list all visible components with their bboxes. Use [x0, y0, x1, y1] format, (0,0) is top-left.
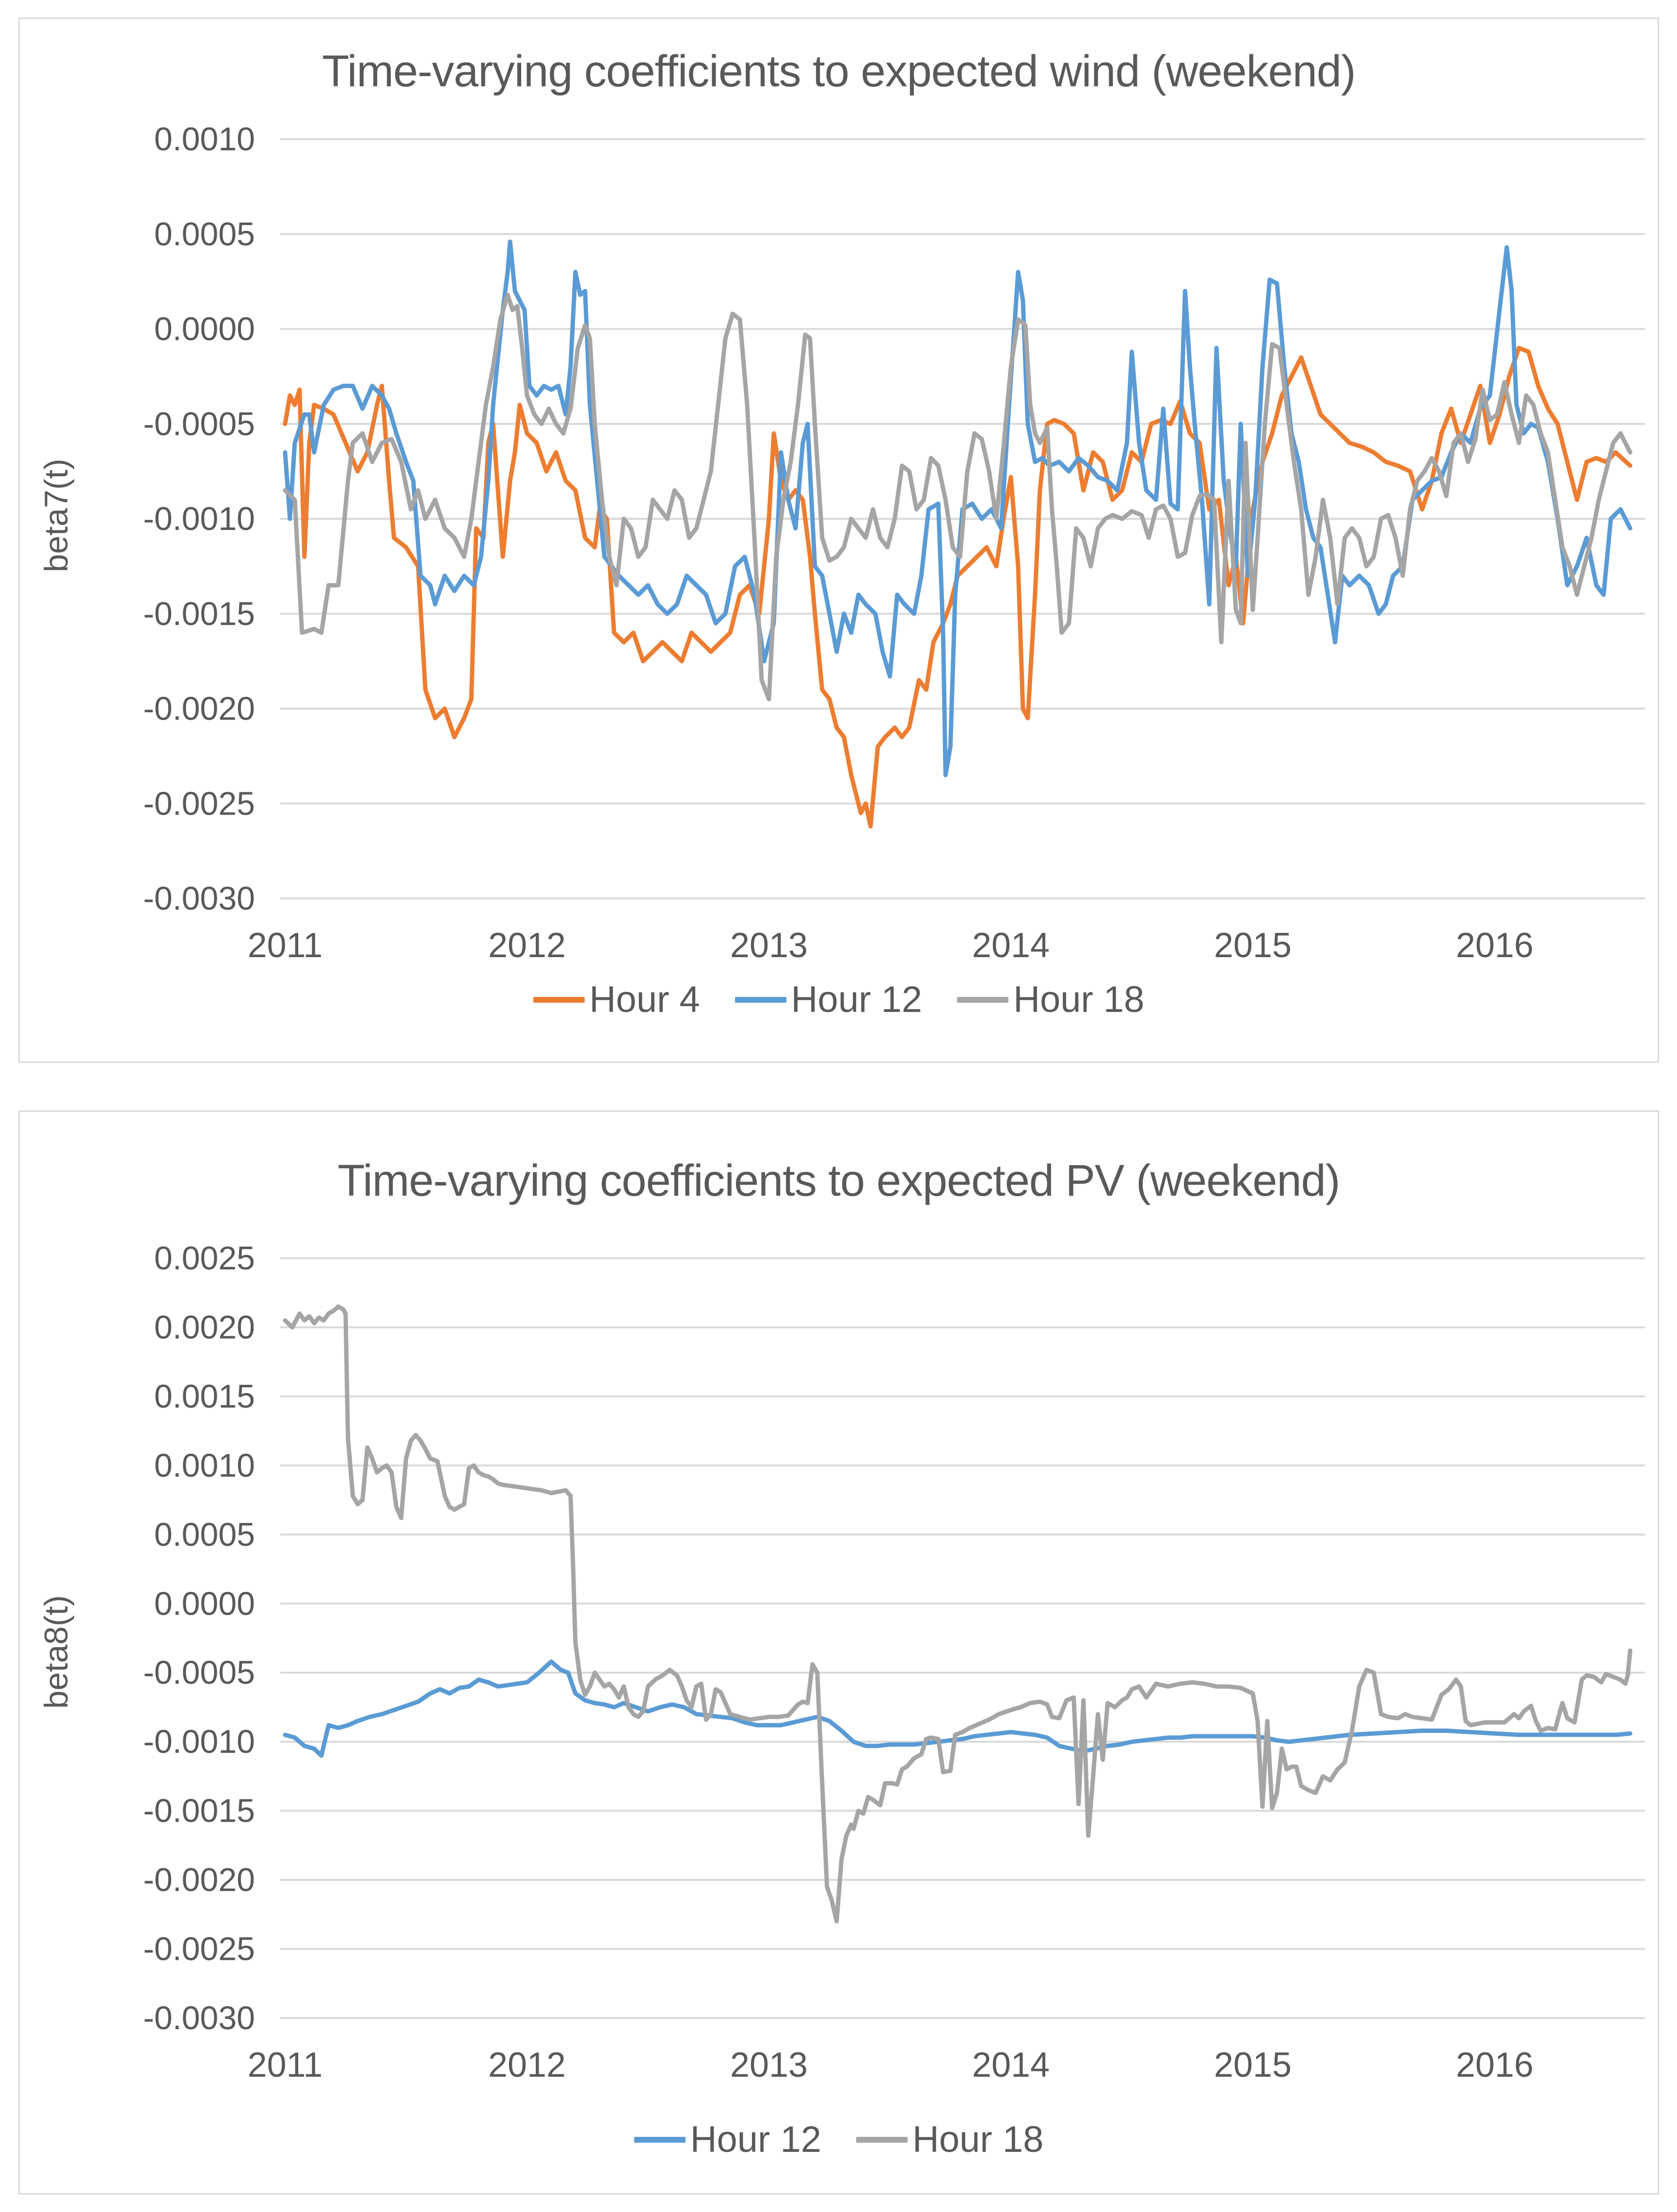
- y-tick-label: 0.0020: [154, 1309, 255, 1346]
- y-tick-label: 0.0000: [154, 1585, 255, 1622]
- y-tick-label: -0.0010: [143, 1723, 255, 1760]
- y-tick-label: -0.0020: [143, 1861, 255, 1898]
- y-tick-label: 0.0010: [154, 1447, 255, 1484]
- wind-chart-panel: Time-varying coefficients to expected wi…: [18, 17, 1659, 1063]
- x-tick-label: 2012: [488, 926, 566, 965]
- y-tick-label: 0.0025: [154, 1240, 255, 1277]
- legend-item-hour-4[interactable]: Hour 4: [533, 981, 700, 1018]
- y-tick-label: -0.0010: [143, 500, 255, 537]
- y-tick-label: -0.0025: [143, 785, 255, 822]
- y-tick-label: 0.0010: [154, 121, 255, 158]
- hour-12-line-swatch-icon: [735, 997, 786, 1003]
- series-line-hour-12: [283, 239, 1632, 777]
- legend-item-hour-12[interactable]: Hour 12: [634, 2121, 821, 2158]
- y-tick-label: 0.0005: [154, 216, 255, 253]
- x-tick-label: 2013: [730, 926, 808, 965]
- legend-item-hour-18[interactable]: Hour 18: [856, 2121, 1043, 2158]
- pv-chart-panel: Time-varying coefficients to expected PV…: [18, 1110, 1659, 2195]
- legend-item-hour-12[interactable]: Hour 12: [735, 981, 922, 1018]
- y-tick-label: 0.0005: [154, 1516, 255, 1553]
- wind-chart-title: Time-varying coefficients to expected wi…: [322, 47, 1356, 96]
- x-tick-label: 2012: [488, 2046, 566, 2084]
- y-tick-label: -0.0005: [143, 405, 255, 442]
- hour-4-line-swatch-icon: [533, 997, 585, 1003]
- legend-label-hour-18: Hour 18: [912, 2119, 1044, 2160]
- hour-18-line-swatch-icon: [957, 997, 1009, 1003]
- y-tick-label: -0.0030: [143, 880, 255, 917]
- x-tick-label: 2015: [1214, 926, 1292, 965]
- x-tick-label: 2015: [1214, 2046, 1292, 2084]
- x-tick-label: 2011: [248, 2046, 323, 2084]
- pv-chart-title: Time-varying coefficients to expected PV…: [337, 1156, 1341, 1205]
- y-tick-label: -0.0025: [143, 1931, 255, 1968]
- wind-plot-area: 0.0010 0.0005 0.0000 -0.0005 -0.0010 -0.0015 -…: [143, 121, 1645, 965]
- y-tick-label: 0.0015: [154, 1378, 255, 1415]
- x-tick-label: 2014: [972, 926, 1050, 965]
- y-tick-label: 0.0000: [154, 311, 255, 348]
- legend-label-hour-12: Hour 12: [791, 979, 923, 1020]
- hour-12-line-swatch-icon: [634, 2137, 686, 2143]
- series-line-hour-12: [283, 1659, 1632, 1758]
- legend-label-hour-18: Hour 18: [1013, 979, 1145, 1020]
- y-tick-label: -0.0020: [143, 690, 255, 727]
- y-tick-label: -0.0015: [143, 595, 255, 632]
- legend-item-hour-18[interactable]: Hour 18: [957, 981, 1144, 1018]
- legend-label-hour-12: Hour 12: [690, 2119, 821, 2160]
- x-tick-label: 2016: [1456, 2046, 1533, 2084]
- wind-legend: Hour 4 Hour 12 Hour 18: [20, 981, 1658, 1018]
- y-tick-label: -0.0030: [143, 2000, 255, 2036]
- x-tick-label: 2014: [972, 2046, 1050, 2084]
- y-tick-label: -0.0005: [143, 1654, 255, 1691]
- pv-legend: Hour 12 Hour 18: [20, 2121, 1658, 2158]
- legend-label-hour-4: Hour 4: [589, 979, 700, 1020]
- y-tick-label: -0.0015: [143, 1793, 255, 1829]
- series-line-hour-18: [283, 1304, 1632, 1924]
- series-line-hour-18: [283, 292, 1632, 702]
- pv-plot-area: 0.0025 0.0020 0.0015 0.0010 0.0005 0.0000 -0.0…: [143, 1240, 1645, 2084]
- x-tick-label: 2011: [248, 926, 323, 965]
- x-tick-label: 2016: [1456, 926, 1533, 965]
- x-tick-label: 2013: [730, 2046, 808, 2084]
- hour-18-line-swatch-icon: [856, 2137, 908, 2143]
